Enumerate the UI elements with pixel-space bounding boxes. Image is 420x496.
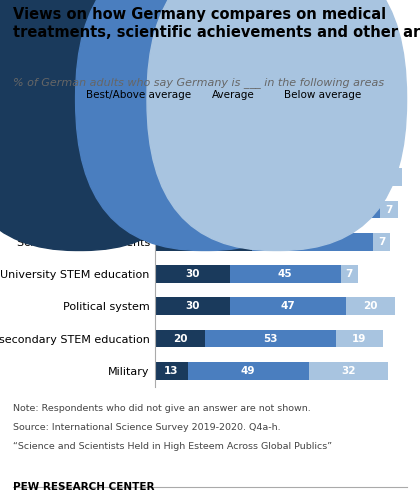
Text: 33: 33 — [335, 140, 349, 150]
Text: 49: 49 — [241, 366, 255, 376]
Text: Best/Above average: Best/Above average — [86, 90, 191, 100]
Bar — [155, 265, 229, 283]
Text: 48: 48 — [314, 204, 328, 215]
Text: 20: 20 — [173, 333, 187, 344]
Text: 30: 30 — [185, 301, 200, 311]
Text: 47: 47 — [280, 301, 295, 311]
Text: 49: 49 — [305, 237, 320, 247]
Text: 53: 53 — [263, 333, 278, 344]
Text: Below average: Below average — [284, 90, 361, 100]
Text: 9: 9 — [388, 172, 395, 183]
Bar — [380, 201, 397, 218]
Bar — [155, 136, 301, 154]
Text: 32: 32 — [341, 366, 355, 376]
Text: 7: 7 — [388, 140, 395, 150]
Bar — [301, 136, 383, 154]
Bar — [341, 265, 358, 283]
Bar — [373, 233, 390, 250]
Bar — [252, 233, 373, 250]
Text: 7: 7 — [378, 237, 385, 247]
Text: PEW RESEARCH CENTER: PEW RESEARCH CENTER — [13, 482, 154, 492]
Text: Average: Average — [212, 90, 255, 100]
Text: % of German adults who say Germany is ___ in the following areas: % of German adults who say Germany is __… — [13, 77, 384, 88]
Text: 7: 7 — [385, 204, 393, 215]
Text: “Science and Scientists Held in High Esteem Across Global Publics”: “Science and Scientists Held in High Est… — [13, 442, 332, 451]
Text: Source: International Science Survey 2019-2020. Q4a-h.: Source: International Science Survey 201… — [13, 423, 280, 432]
Bar — [380, 169, 402, 186]
Bar — [269, 169, 380, 186]
Text: 13: 13 — [164, 366, 178, 376]
Bar — [229, 298, 346, 315]
Text: Views on how Germany compares on medical
treatments, scientific achievements and: Views on how Germany compares on medical… — [13, 7, 420, 41]
Text: 19: 19 — [352, 333, 366, 344]
Bar — [187, 362, 309, 379]
Bar — [155, 201, 262, 218]
Text: 45: 45 — [318, 172, 332, 183]
Bar — [155, 298, 229, 315]
Bar — [229, 265, 341, 283]
Bar — [309, 362, 388, 379]
Text: 20: 20 — [363, 301, 378, 311]
Text: 46: 46 — [205, 172, 220, 183]
Bar — [155, 330, 205, 347]
Bar — [262, 201, 380, 218]
Bar — [383, 136, 400, 154]
Text: 7: 7 — [346, 269, 353, 279]
Text: 59: 59 — [221, 140, 236, 150]
Text: 30: 30 — [185, 269, 200, 279]
Text: Note: Respondents who did not give an answer are not shown.: Note: Respondents who did not give an an… — [13, 404, 310, 413]
Text: 39: 39 — [197, 237, 211, 247]
Bar — [205, 330, 336, 347]
Bar — [336, 330, 383, 347]
Bar — [346, 298, 395, 315]
Bar — [155, 362, 187, 379]
Bar — [155, 233, 252, 250]
Text: 45: 45 — [278, 269, 292, 279]
Text: 43: 43 — [201, 204, 216, 215]
Bar — [155, 169, 269, 186]
